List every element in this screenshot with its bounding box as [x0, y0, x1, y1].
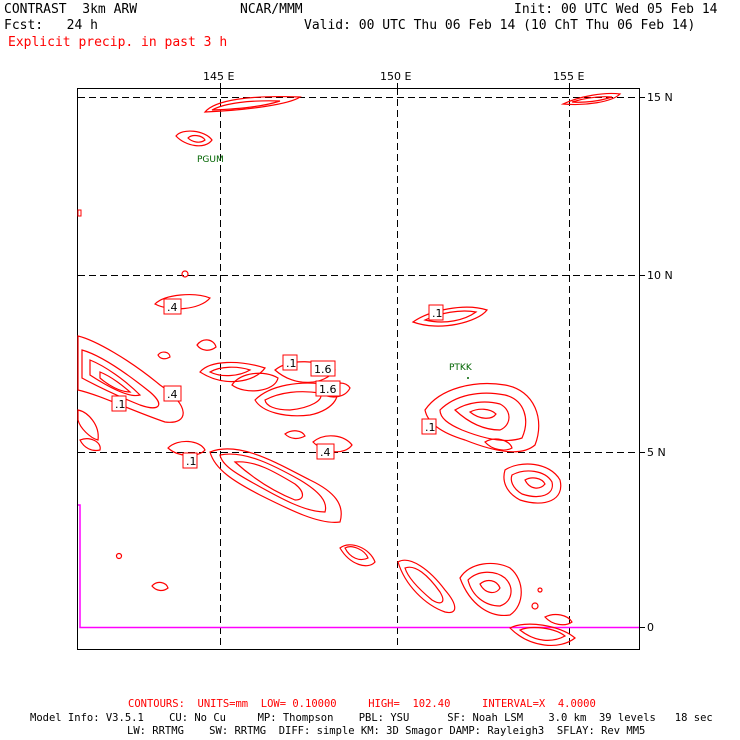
- contour-label: .4: [163, 385, 182, 402]
- grid-lines: [78, 88, 640, 650]
- lat-label-10n: 10 N: [647, 269, 673, 282]
- contour-label: 1.6: [310, 360, 336, 377]
- lon-label-155: 155 E: [553, 70, 584, 83]
- tick-marks: [220, 83, 645, 628]
- svg-text:1.6: 1.6: [314, 363, 332, 376]
- svg-text:.1: .1: [115, 398, 126, 411]
- station-ptkk: PTKK: [449, 363, 473, 373]
- contour-label: .1: [428, 304, 444, 321]
- domain-boundary: [78, 504, 639, 629]
- contour-label: .1: [182, 452, 198, 469]
- svg-text:.1: .1: [286, 357, 297, 370]
- lon-label-145: 145 E: [203, 70, 234, 83]
- contour-value-labels: .4 .1 .1 1.6 .4 .1 1.6 .1: [77, 209, 444, 469]
- svg-text:.1: .1: [432, 307, 443, 320]
- contour-label: 1.6: [315, 380, 341, 397]
- station-pgum: PGUM: [197, 155, 224, 165]
- contour-label: .1: [421, 418, 437, 435]
- station-ptkk-marker: [467, 377, 469, 379]
- model-title: CONTRAST 3km ARW: [4, 2, 138, 17]
- precip-contours: [77, 92, 622, 646]
- svg-text:.4: .4: [320, 446, 331, 459]
- svg-text:.4: .4: [167, 301, 178, 314]
- forecast-hour: Fcst: 24 h: [4, 18, 98, 33]
- svg-text:.4: .4: [167, 388, 178, 401]
- model-info-line1: Model Info: V3.5.1 CU: No Cu MP: Thompso…: [30, 712, 713, 724]
- lat-label-15n: 15 N: [647, 91, 673, 104]
- contour-label: .4: [316, 443, 335, 460]
- model-info-line2: LW: RRTMG SW: RRTMG DIFF: simple KM: 3D …: [127, 725, 646, 737]
- svg-text:1.6: 1.6: [319, 383, 337, 396]
- contour-label: .1: [282, 354, 298, 371]
- org-label: NCAR/MMM: [240, 2, 303, 17]
- lat-label-5n: 5 N: [647, 446, 666, 459]
- lat-label-0: 0: [647, 621, 654, 634]
- contour-label: .1: [77, 209, 82, 217]
- valid-time: Valid: 00 UTC Thu 06 Feb 14 (10 ChT Thu …: [304, 18, 696, 33]
- svg-text:.1: .1: [425, 421, 436, 434]
- init-time: Init: 00 UTC Wed 05 Feb 14: [514, 2, 718, 17]
- map-frame: [77, 88, 640, 650]
- contour-label: .4: [163, 298, 182, 315]
- contour-info: CONTOURS: UNITS=mm LOW= 0.10000 HIGH= 10…: [128, 698, 596, 710]
- contour-label: .1: [111, 395, 127, 412]
- svg-text:.1: .1: [186, 455, 197, 468]
- lon-label-150: 150 E: [380, 70, 411, 83]
- field-title: Explicit precip. in past 3 h: [8, 35, 228, 50]
